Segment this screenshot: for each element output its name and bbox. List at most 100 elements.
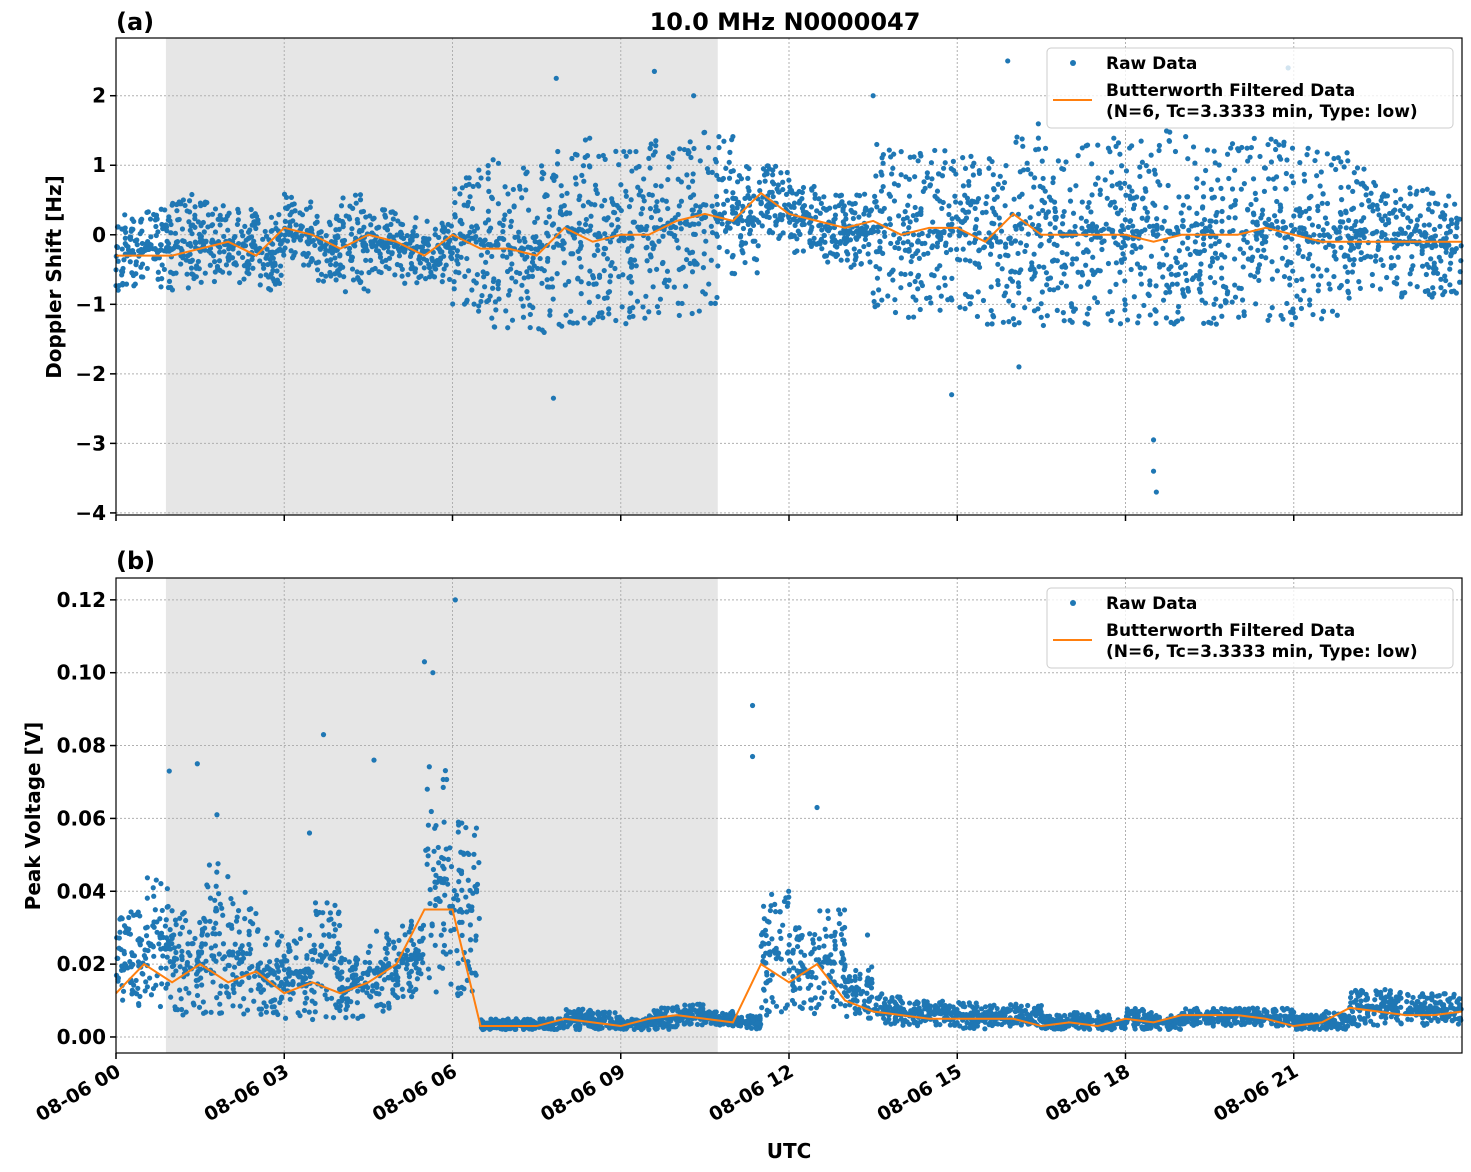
raw-data-point — [621, 148, 627, 155]
raw-data-point — [386, 937, 392, 943]
raw-data-point — [1192, 239, 1198, 245]
raw-data-point — [851, 246, 857, 252]
raw-data-point — [594, 242, 600, 248]
raw-data-point — [934, 188, 941, 194]
raw-data-point — [879, 155, 885, 161]
raw-data-point — [1159, 225, 1165, 231]
raw-data-point — [220, 912, 226, 918]
raw-data-point — [1299, 276, 1305, 282]
raw-data-point — [1083, 262, 1089, 268]
raw-data-point — [304, 953, 310, 959]
raw-data-point — [1144, 209, 1150, 215]
raw-data-point — [1067, 198, 1074, 204]
raw-data-point — [208, 250, 214, 256]
raw-data-point — [540, 1016, 546, 1022]
raw-data-point — [286, 944, 292, 950]
raw-data-point — [1040, 175, 1046, 182]
raw-data-point — [1142, 227, 1148, 233]
raw-data-point — [493, 307, 499, 313]
raw-data-outlier — [1150, 437, 1157, 443]
raw-data-point — [174, 208, 180, 214]
raw-data-point — [575, 1009, 581, 1015]
raw-data-point — [465, 268, 472, 274]
raw-data-point — [953, 199, 959, 205]
raw-data-point — [909, 253, 915, 259]
raw-data-point — [702, 291, 708, 297]
raw-data-point — [337, 976, 343, 982]
raw-data-point — [1108, 317, 1114, 324]
raw-data-point — [844, 257, 850, 263]
raw-data-point — [787, 219, 793, 225]
raw-data-point — [905, 248, 912, 254]
raw-data-point — [466, 851, 472, 858]
raw-data-point — [134, 237, 140, 243]
raw-data-point — [192, 204, 198, 210]
raw-data-point — [465, 958, 471, 965]
raw-data-point — [285, 970, 292, 976]
raw-data-point — [230, 982, 236, 988]
raw-data-point — [874, 275, 881, 281]
raw-data-point — [478, 241, 484, 247]
raw-data-point — [457, 217, 464, 223]
raw-data-point — [451, 888, 457, 894]
raw-data-point — [740, 203, 746, 209]
raw-data-point — [143, 979, 149, 985]
raw-data-point — [127, 259, 133, 265]
raw-data-point — [1041, 199, 1048, 206]
raw-data-point — [117, 916, 123, 922]
raw-data-point — [313, 908, 319, 914]
raw-data-point — [357, 197, 364, 203]
raw-data-point — [1391, 231, 1398, 237]
raw-data-point — [812, 191, 818, 197]
raw-data-point — [488, 1019, 494, 1025]
raw-data-point — [322, 992, 328, 998]
raw-data-point — [647, 268, 653, 274]
y-tick-label: 1 — [92, 153, 106, 177]
raw-data-point — [150, 885, 156, 891]
raw-data-point — [917, 150, 923, 157]
raw-data-point — [716, 244, 722, 250]
raw-data-point — [746, 165, 752, 172]
raw-data-point — [595, 247, 601, 253]
raw-data-point — [455, 829, 461, 835]
raw-data-point — [1216, 238, 1222, 244]
raw-data-point — [1218, 185, 1224, 191]
raw-data-point — [984, 194, 990, 200]
raw-data-point — [675, 245, 681, 251]
raw-data-point — [1419, 263, 1426, 269]
raw-data-point — [1382, 222, 1389, 228]
raw-data-point — [1269, 276, 1275, 282]
raw-data-point — [844, 238, 850, 244]
raw-data-point — [198, 950, 205, 956]
raw-data-point — [1199, 205, 1206, 211]
raw-data-point — [1138, 244, 1144, 250]
raw-data-point — [195, 258, 201, 265]
raw-data-point — [822, 253, 828, 259]
raw-data-point — [735, 220, 741, 227]
raw-data-point — [485, 208, 492, 214]
raw-data-point — [586, 299, 592, 305]
raw-data-point — [690, 171, 696, 177]
raw-data-point — [264, 246, 270, 252]
raw-data-point — [1244, 145, 1250, 151]
raw-data-point — [155, 276, 161, 282]
raw-data-point — [895, 182, 901, 188]
raw-data-point — [1358, 250, 1364, 256]
raw-data-point — [318, 271, 325, 277]
raw-data-point — [283, 976, 289, 982]
raw-data-point — [404, 955, 410, 962]
raw-data-point — [875, 228, 881, 235]
raw-data-point — [1361, 215, 1367, 221]
raw-data-point — [478, 175, 484, 181]
raw-data-point — [1182, 270, 1189, 276]
raw-data-point — [1213, 321, 1219, 327]
raw-data-point — [281, 252, 287, 258]
raw-data-point — [1173, 272, 1179, 278]
raw-data-point — [471, 851, 477, 857]
raw-data-point — [880, 183, 886, 190]
raw-data-point — [1361, 166, 1367, 172]
raw-data-point — [1017, 169, 1023, 175]
raw-data-point — [423, 237, 429, 244]
raw-data-point — [1414, 284, 1420, 290]
raw-data-point — [1263, 234, 1269, 240]
